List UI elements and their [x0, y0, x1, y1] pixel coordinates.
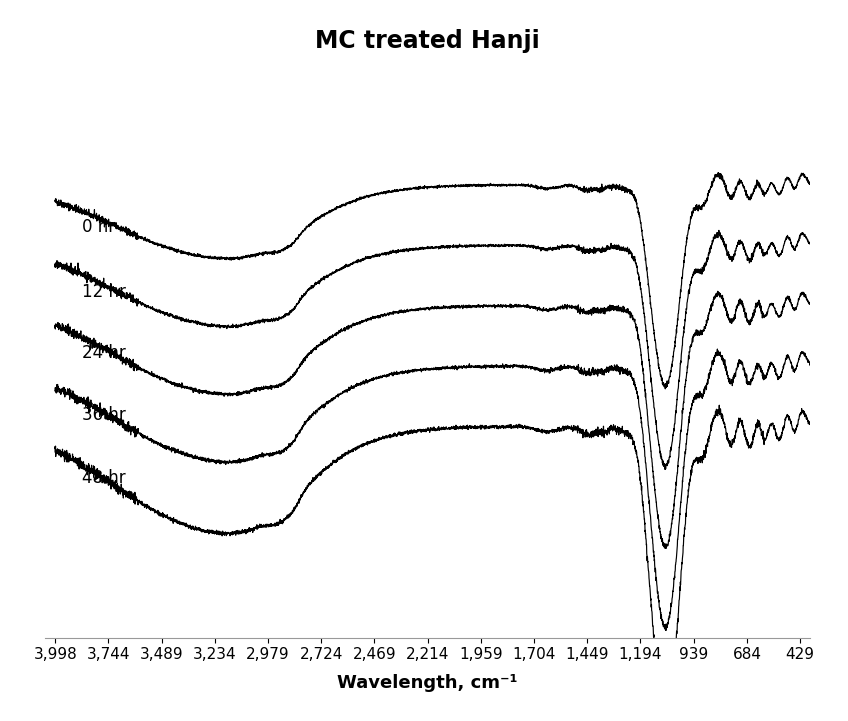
Text: 48 hr: 48 hr: [82, 469, 126, 487]
Title: MC treated Hanji: MC treated Hanji: [315, 30, 540, 53]
Text: 24 hr: 24 hr: [82, 345, 126, 363]
Text: 12 hr: 12 hr: [82, 283, 126, 301]
Text: 0 hr: 0 hr: [82, 218, 115, 236]
X-axis label: Wavelength, cm⁻¹: Wavelength, cm⁻¹: [338, 673, 517, 691]
Text: 36 hr: 36 hr: [82, 406, 126, 424]
